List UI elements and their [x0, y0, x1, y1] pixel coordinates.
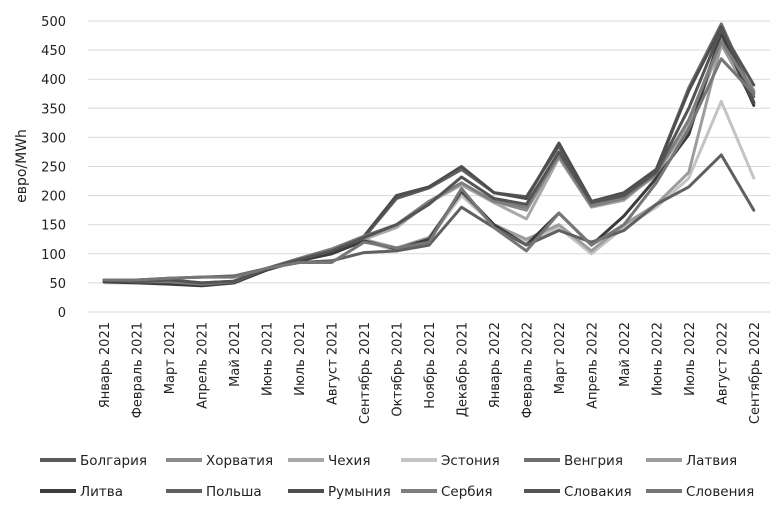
- legend-label: Эстония: [441, 453, 500, 469]
- y-tick-label: 250: [41, 161, 66, 176]
- x-tick-label: Май 2021: [228, 322, 243, 387]
- x-tick-label: Ноябрь 2021: [423, 322, 438, 409]
- y-tick-label: 150: [41, 219, 66, 234]
- series-line-12: [102, 57, 756, 282]
- x-tick-label: Май 2022: [618, 322, 633, 387]
- x-tick-label: Июнь 2022: [650, 322, 665, 396]
- series-line-4: [102, 99, 756, 288]
- legend-label: Словакия: [564, 484, 632, 500]
- x-tick-label: Август 2022: [715, 322, 730, 405]
- y-tick-label: 350: [41, 102, 66, 117]
- x-tick-label: Сентябрь 2022: [748, 322, 763, 424]
- x-tick-label: Июль 2021: [293, 322, 308, 396]
- x-tick-label: Апрель 2022: [585, 322, 600, 409]
- x-tick-label: Март 2022: [553, 322, 568, 394]
- legend-label: Румыния: [328, 484, 391, 500]
- series-line-11: [102, 28, 756, 285]
- x-tick-label: Январь 2021: [98, 322, 113, 408]
- legend-label: Словения: [686, 484, 754, 500]
- x-axis: Январь 2021 Февраль 2021 Март 2021 Апрель 2…: [98, 322, 763, 424]
- legend-label: Хорватия: [206, 453, 273, 469]
- legend-label: Чехия: [328, 453, 370, 469]
- x-tick-label: Июль 2022: [683, 322, 698, 396]
- series-line-10: [102, 39, 756, 286]
- series-line-7: [102, 31, 756, 288]
- x-tick-label: Октябрь 2021: [391, 322, 406, 417]
- legend-label: Польша: [206, 484, 262, 500]
- y-tick-label: 400: [41, 73, 66, 88]
- y-tick-label: 100: [41, 248, 66, 263]
- y-tick-label: 200: [41, 190, 66, 205]
- x-tick-label: Март 2021: [163, 322, 178, 394]
- y-axis: 0 50 100 150 200 250 300 350 400 450 500: [41, 15, 66, 321]
- x-tick-label: Февраль 2021: [131, 322, 146, 418]
- legend-label: Сербия: [441, 484, 493, 500]
- x-tick-label: Январь 2022: [488, 322, 503, 408]
- x-tick-label: Декабрь 2021: [455, 322, 470, 417]
- legend: Болгария Хорватия Чехия Эстония Венгрия Латви…: [40, 453, 754, 500]
- y-tick-label: 450: [41, 44, 66, 59]
- series-line-6: [102, 42, 756, 287]
- x-tick-label: Август 2021: [326, 322, 341, 405]
- y-tick-label: 0: [58, 306, 66, 321]
- x-tick-label: Апрель 2021: [196, 322, 211, 409]
- y-tick-label: 500: [41, 15, 66, 30]
- x-tick-label: Февраль 2022: [520, 322, 535, 418]
- legend-label: Венгрия: [564, 453, 623, 469]
- y-tick-label: 300: [41, 131, 66, 146]
- legend-label: Латвия: [686, 453, 737, 469]
- x-tick-label: Сентябрь 2021: [358, 322, 373, 424]
- series-line-2: [102, 37, 756, 287]
- legend-label: Литва: [80, 484, 123, 500]
- x-tick-label: Июнь 2021: [261, 322, 276, 396]
- y-axis-label: евро/MWh: [14, 129, 30, 203]
- legend-label: Болгария: [80, 453, 147, 469]
- series-lines: [102, 22, 756, 288]
- y-tick-label: 50: [49, 277, 66, 292]
- series-line-3: [102, 42, 756, 286]
